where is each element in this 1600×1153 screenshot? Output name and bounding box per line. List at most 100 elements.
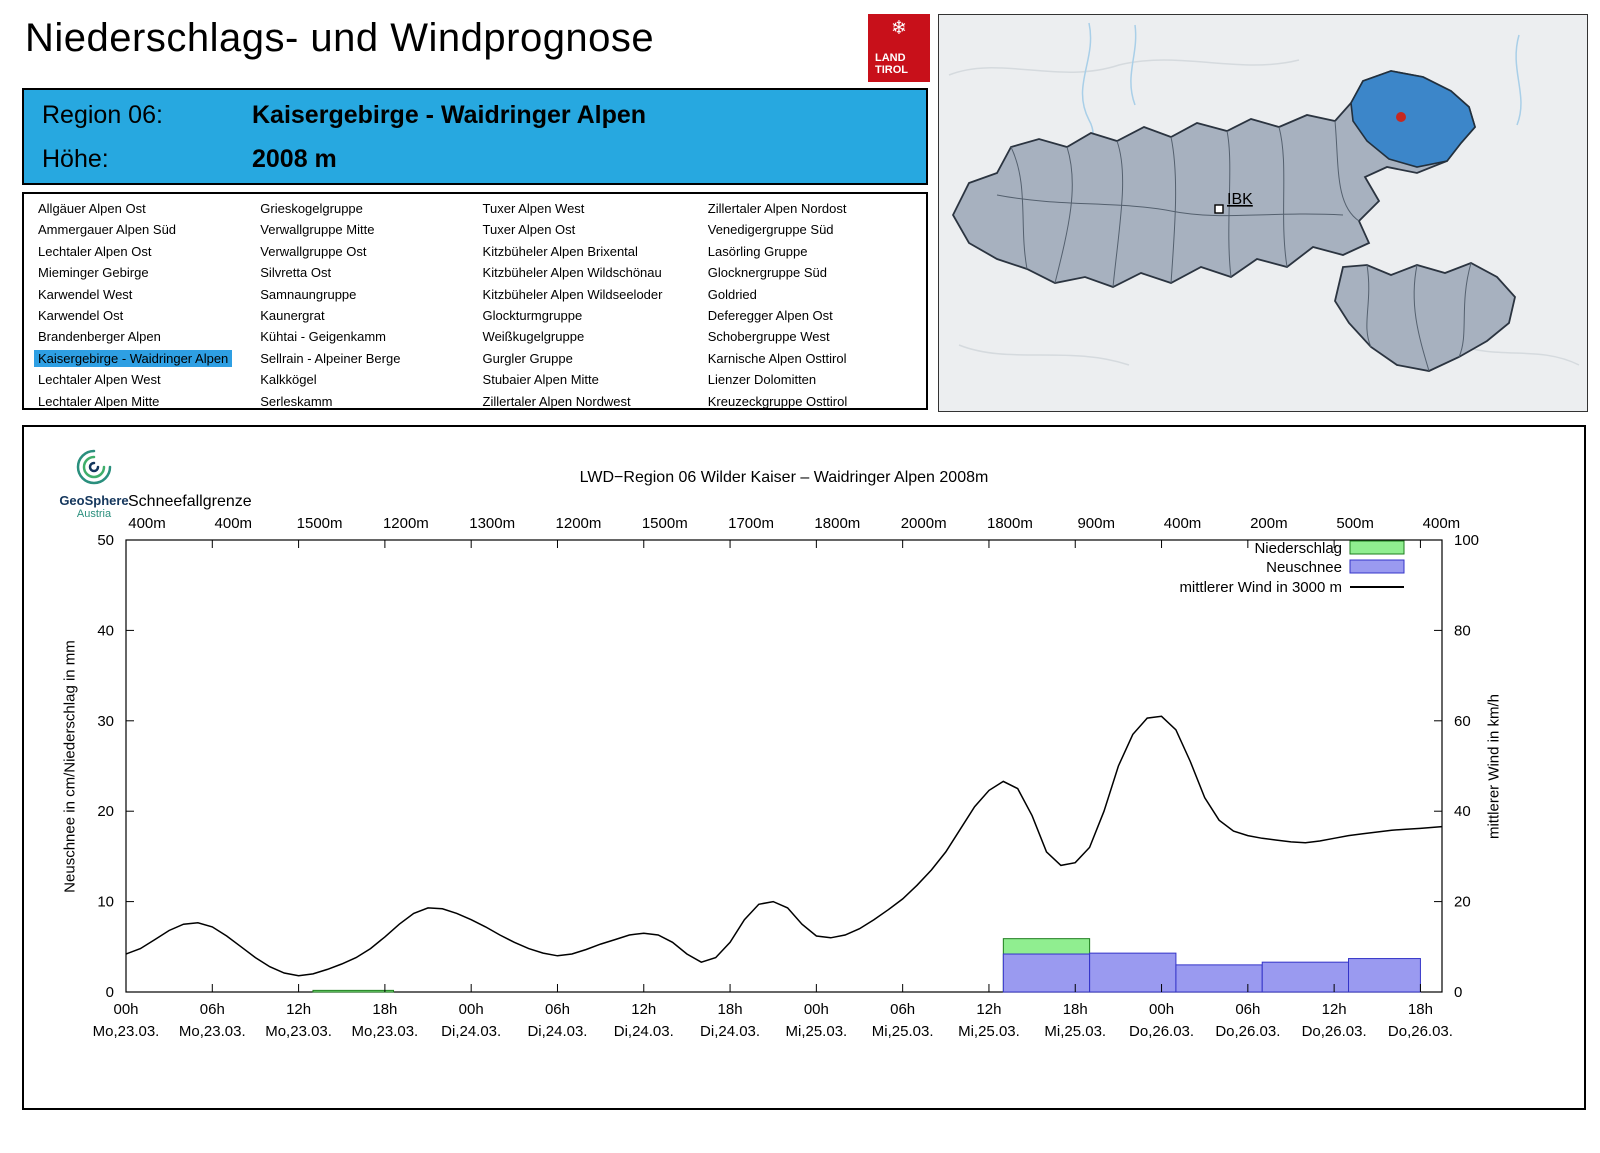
x-hour-label: 12h (631, 1001, 656, 1018)
region-list-item[interactable]: Deferegger Alpen Ost (707, 307, 833, 323)
schneefallgrenze-label: Schneefallgrenze (128, 493, 252, 510)
region-row: Mieminger Gebirge (34, 262, 256, 283)
x-date-label: Do,26.03. (1302, 1023, 1367, 1040)
region-row: Kaunergrat (256, 305, 478, 326)
schneefallgrenze-value: 1300m (469, 515, 515, 532)
region-list-item[interactable]: Verwallgruppe Mitte (260, 222, 375, 238)
region-list-item[interactable]: Goldried (707, 286, 757, 302)
region-list-item[interactable]: Kühtai - Geigenkamm (260, 329, 386, 345)
x-hour-label: 18h (1063, 1001, 1088, 1018)
region-list-item[interactable]: Kreuzeckgruppe Osttirol (707, 393, 848, 409)
region-list-item[interactable]: Grieskogelgruppe (260, 201, 363, 216)
x-date-label: Mo,23.03. (179, 1023, 246, 1040)
x-date-label: Mi,25.03. (872, 1023, 934, 1040)
x-hour-label: 18h (718, 1001, 743, 1018)
x-date-label: Do,26.03. (1388, 1023, 1453, 1040)
region-row: Zillertaler Alpen Nordwest (479, 391, 704, 412)
tirol-map-svg: IBK (939, 15, 1585, 409)
geosphere-name: GeoSphere (59, 493, 129, 508)
region-list-item[interactable]: Allgäuer Alpen Ost (38, 201, 146, 216)
region-list-item[interactable]: Zillertaler Alpen Nordwest (482, 393, 631, 409)
schneefallgrenze-value: 1500m (297, 515, 343, 532)
map-region-borders (996, 120, 1472, 372)
region-list-item[interactable]: Kalkkögel (260, 372, 317, 388)
region-row: Zillertaler Alpen Nordost (704, 198, 926, 219)
region-list-item[interactable]: Kitzbüheler Alpen Wildschönau (482, 265, 662, 281)
region-list-item[interactable]: Zillertaler Alpen Nordost (707, 201, 847, 216)
region-list-item[interactable]: Silvretta Ost (260, 265, 332, 281)
geosphere-logo: GeoSphere Austria (52, 445, 136, 520)
region-list-item[interactable]: Lechtaler Alpen Mitte (38, 393, 160, 409)
region-list-item[interactable]: Samnaungruppe (260, 286, 357, 302)
snowflake-icon: ❄ (891, 18, 907, 39)
x-date-label: Di,24.03. (527, 1023, 587, 1040)
y-left-tick-label: 20 (97, 803, 114, 820)
region-list-item[interactable]: Lienzer Dolomitten (707, 372, 817, 388)
region-list-item[interactable]: Karwendel West (38, 286, 133, 302)
y-left-tick-label: 0 (106, 984, 114, 1001)
x-hour-label: 12h (976, 1001, 1001, 1018)
region-list-item[interactable]: Tuxer Alpen Ost (482, 222, 576, 238)
region-list-item[interactable]: Glockturmgruppe (482, 307, 583, 323)
schneefallgrenze-value: 400m (215, 515, 253, 532)
schneefallgrenze-value: 1500m (642, 515, 688, 532)
region-row: Glocknergruppe Süd (704, 262, 926, 283)
region-list-item[interactable]: Venedigergruppe Süd (707, 222, 834, 238)
region-column: Allgäuer Alpen Ost Ammergauer Alpen Süd Le… (34, 198, 256, 412)
region-list-item[interactable]: Kitzbüheler Alpen Wildseeloder (482, 286, 663, 302)
legend-swatch (1349, 559, 1405, 574)
x-date-label: Di,24.03. (700, 1023, 760, 1040)
x-hour-label: 06h (200, 1001, 225, 1018)
region-list-item[interactable]: Lechtaler Alpen West (38, 372, 161, 388)
region-columns: Allgäuer Alpen Ost Ammergauer Alpen Süd Le… (24, 194, 926, 412)
region-list-item[interactable]: Gurgler Gruppe (482, 350, 573, 366)
schneefallgrenze-value: 400m (1164, 515, 1202, 532)
x-date-label: Do,26.03. (1215, 1023, 1280, 1040)
region-row: Grieskogelgruppe (256, 198, 478, 219)
region-list-item[interactable]: Weißkugelgruppe (482, 329, 585, 345)
region-list-item[interactable]: Mieminger Gebirge (38, 265, 149, 281)
schneefallgrenze-value: 1800m (987, 515, 1033, 532)
region-list-item[interactable]: Verwallgruppe Ost (260, 243, 367, 259)
x-date-label: Mo,23.03. (93, 1023, 160, 1040)
region-list-item[interactable]: Lechtaler Alpen Ost (38, 243, 152, 259)
region-list-item[interactable]: Karwendel Ost (38, 307, 124, 323)
region-list-item[interactable]: Kaunergrat (260, 307, 325, 323)
region-list-item[interactable]: Kitzbüheler Alpen Brixental (482, 243, 638, 259)
x-hour-label: 06h (890, 1001, 915, 1018)
region-list-item[interactable]: Sellrain - Alpeiner Berge (260, 350, 401, 366)
x-date-label: Di,24.03. (441, 1023, 501, 1040)
region-list-item[interactable]: Serleskamm (260, 393, 333, 409)
y-right-tick-label: 0 (1454, 984, 1462, 1001)
y-right-tick-label: 100 (1454, 532, 1479, 549)
plot-frame (125, 539, 1443, 993)
region-label: Region 06: (42, 101, 163, 129)
region-list-item[interactable]: Schobergruppe West (707, 329, 830, 345)
map-ibk-label: IBK (1227, 191, 1253, 208)
region-list-item[interactable]: Glocknergruppe Süd (707, 265, 827, 281)
forecast-chart-panel: GeoSphere Austria LWD−Region 06 Wilder K… (22, 425, 1586, 1110)
region-row: Kaisergebirge - Waidringer Alpen (34, 348, 256, 369)
schneefallgrenze-value: 1200m (383, 515, 429, 532)
legend-swatch (1349, 540, 1405, 555)
region-list-item[interactable]: Tuxer Alpen West (482, 201, 585, 216)
y-left-tick-label: 40 (97, 622, 114, 639)
region-list-item[interactable]: Brandenberger Alpen (38, 329, 161, 345)
region-row: Schobergruppe West (704, 326, 926, 347)
map-region-east-tirol[interactable] (1334, 262, 1516, 372)
region-list-item[interactable]: Lasörling Gruppe (707, 243, 808, 259)
x-hour-label: 12h (1322, 1001, 1347, 1018)
region-value: Kaisergebirge - Waidringer Alpen (252, 101, 647, 129)
region-row: Silvretta Ost (256, 262, 478, 283)
region-list-item[interactable]: Karnische Alpen Osttirol (707, 350, 847, 366)
map-region-selected[interactable] (1350, 70, 1476, 168)
region-column: Tuxer Alpen West Tuxer Alpen Ost Kitzbühel… (479, 198, 704, 412)
land-tirol-logo: ❄ LAND TIROL (868, 14, 930, 82)
region-list-item[interactable]: Stubaier Alpen Mitte (482, 372, 599, 388)
y-left-tick-label: 50 (97, 532, 114, 549)
x-date-label: Mi,25.03. (786, 1023, 848, 1040)
tirol-map[interactable]: IBK (938, 14, 1588, 412)
region-list-item[interactable]: Ammergauer Alpen Süd (38, 222, 177, 238)
region-list-item-selected[interactable]: Kaisergebirge - Waidringer Alpen (34, 349, 233, 367)
region-row: Kitzbüheler Alpen Brixental (479, 241, 704, 262)
